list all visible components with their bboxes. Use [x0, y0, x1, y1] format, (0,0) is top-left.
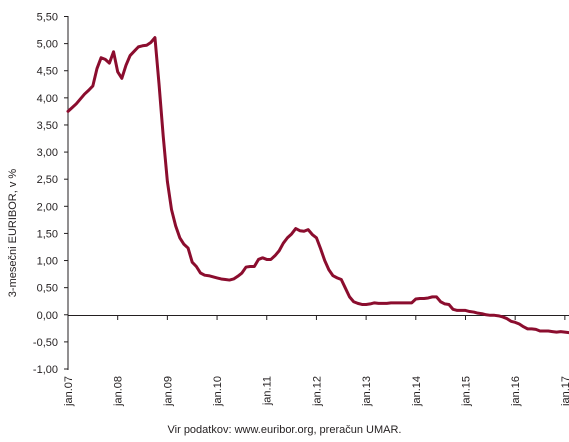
y-tick-label: 0,50 — [37, 283, 58, 295]
x-tick-label: jan.15 — [460, 376, 472, 407]
y-tick-label: 1,00 — [37, 256, 58, 268]
x-tick-label: jan.11 — [262, 376, 274, 406]
line-chart: 3-mesečni EURIBOR, v % 5,50 5,00 4,50 4,00 3… — [7, 12, 569, 407]
y-tick-label: 4,00 — [37, 93, 58, 105]
x-tick-label: jan.07 — [63, 376, 75, 407]
y-tick-label: -1,00 — [33, 364, 58, 376]
x-ticks: jan.07 jan.08 jan.09 jan.10 jan.11 jan.12 jan.… — [63, 315, 569, 407]
y-tick-label: 3,50 — [37, 120, 58, 132]
y-tick-label: 0,00 — [37, 310, 58, 322]
y-tick-label: 5,00 — [37, 39, 58, 51]
x-tick-label: jan.12 — [311, 376, 323, 407]
y-axis-title: 3-mesečni EURIBOR, v % — [7, 169, 19, 298]
x-tick-label: jan.16 — [510, 376, 522, 407]
y-tick-label: 2,00 — [37, 201, 58, 213]
y-tick-label: 1,50 — [37, 228, 58, 240]
source-note: Vir podatkov: www.euribor.org, preračun … — [167, 424, 402, 436]
y-tick-label: 2,50 — [37, 174, 58, 186]
y-tick-label: 5,50 — [37, 12, 58, 24]
x-tick-label: jan.08 — [113, 376, 125, 407]
y-axis-title-group: 3-mesečni EURIBOR, v % — [7, 169, 19, 298]
y-tick-label: -0,50 — [33, 337, 58, 349]
x-tick-label: jan.13 — [361, 376, 373, 407]
x-tick-label: jan.14 — [411, 376, 423, 407]
y-ticks: 5,50 5,00 4,50 4,00 3,50 3,00 2,50 2,00 1,50 1,00… — [33, 12, 68, 376]
x-tick-label: jan.10 — [212, 376, 224, 407]
x-tick-label: jan.17 — [560, 376, 569, 407]
euribor-series-line — [66, 36, 569, 335]
y-tick-label: 3,00 — [37, 147, 58, 159]
y-tick-label: 4,50 — [37, 66, 58, 78]
x-tick-label: jan.09 — [162, 376, 174, 407]
